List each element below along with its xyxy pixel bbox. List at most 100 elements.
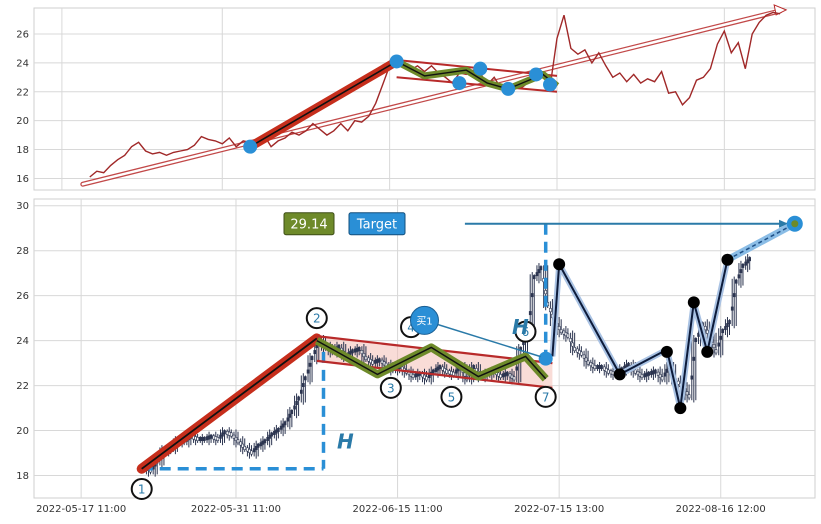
- top-pivot-marker: [501, 81, 516, 96]
- candle-body: [441, 366, 444, 371]
- candle-body: [645, 372, 648, 377]
- candle-body: [573, 347, 576, 352]
- candle-body: [286, 417, 290, 422]
- candle-body: [714, 349, 718, 354]
- candle-body: [243, 445, 247, 450]
- candle-body: [425, 376, 428, 381]
- candle-body: [423, 374, 426, 379]
- candle-body: [589, 362, 593, 367]
- candle-body: [353, 348, 357, 353]
- target-dot-center: [791, 220, 799, 228]
- candle-body: [221, 432, 224, 437]
- candle-body: [472, 365, 475, 370]
- bottom-y-tick-label: 30: [16, 201, 29, 212]
- candle-body: [566, 333, 570, 338]
- candle-body: [604, 368, 608, 373]
- buy-callout-label: 买1: [416, 315, 432, 327]
- bottom-trend-leg-core: [141, 337, 318, 470]
- candle-body: [539, 266, 543, 271]
- candle-body: [537, 269, 541, 274]
- candle-body: [414, 373, 418, 378]
- candle-body: [685, 391, 689, 396]
- candle-body: [697, 332, 700, 337]
- bottom-y-tick-label: 18: [16, 471, 29, 482]
- candle-body: [452, 371, 455, 376]
- x-tick-label: 2022-06-15 11:00: [353, 504, 443, 515]
- top-y-tick-label: 18: [16, 145, 29, 156]
- candle-body: [234, 437, 238, 441]
- candle-body: [304, 376, 307, 381]
- candle-body: [299, 389, 303, 394]
- candle-body: [227, 431, 231, 436]
- candle-body: [198, 437, 202, 441]
- top-trend-leg-core: [249, 60, 398, 148]
- candle-body: [252, 448, 256, 453]
- candle-body: [273, 431, 276, 435]
- top-pivot-marker: [389, 54, 404, 69]
- candle-body: [297, 396, 300, 401]
- bottom-y-tick-label: 28: [16, 246, 29, 257]
- candle-body: [216, 437, 220, 441]
- candle-body: [194, 436, 197, 441]
- candle-body: [741, 263, 745, 268]
- candle-body: [288, 413, 292, 418]
- candle-body: [382, 361, 386, 366]
- candle-body: [209, 434, 213, 439]
- candle-body: [705, 329, 709, 334]
- candle-body: [349, 350, 352, 355]
- candle-body: [746, 259, 749, 264]
- candle-body: [362, 353, 366, 358]
- candle-body: [528, 311, 532, 316]
- candle-body: [497, 372, 500, 377]
- candle-body: [450, 371, 453, 376]
- candle-body: [611, 371, 615, 376]
- bottom-pattern-zigzag-core: [316, 339, 547, 380]
- candle-body: [277, 428, 280, 432]
- candle-body: [355, 347, 359, 352]
- candle-body: [739, 269, 743, 274]
- candle-body: [306, 369, 310, 374]
- wave-pivot-dot: [660, 345, 673, 358]
- candle-body: [600, 365, 603, 370]
- candle-body: [431, 369, 435, 374]
- top-regression-arrow-fill: [81, 9, 782, 186]
- candle-body: [236, 439, 240, 444]
- candle-body: [602, 366, 606, 371]
- candle-body: [201, 437, 204, 441]
- candle-body: [308, 362, 312, 367]
- candle-body: [580, 351, 583, 356]
- breakout-dot: [538, 351, 553, 366]
- candle-body: [357, 347, 361, 352]
- top-price-line: [89, 11, 781, 178]
- wave-pivot-dot: [721, 253, 734, 266]
- candle-body: [371, 360, 374, 365]
- candle-body: [380, 359, 384, 364]
- height-label: H: [512, 315, 529, 339]
- candle-body: [219, 434, 222, 439]
- candle-body: [571, 342, 574, 347]
- pattern-point-label-circle: [440, 385, 463, 408]
- candle-body: [562, 330, 566, 335]
- candle-body: [598, 365, 601, 370]
- candle-body: [232, 434, 236, 439]
- pattern-point-label-circle: [130, 478, 153, 501]
- candle-body: [214, 436, 218, 441]
- candle-body: [719, 335, 723, 340]
- candle-body: [687, 394, 691, 399]
- candle-body: [609, 370, 613, 375]
- buy-callout-line: [424, 319, 541, 358]
- candle-body: [726, 323, 729, 328]
- candle-body: [737, 274, 741, 279]
- candle-body: [254, 445, 258, 450]
- candle-body: [337, 344, 341, 349]
- candle-body: [557, 326, 561, 331]
- candle-body: [290, 410, 294, 414]
- wave-pivot-dot: [553, 258, 566, 271]
- candle-body: [261, 440, 265, 445]
- candle-body: [721, 329, 725, 334]
- candle-body: [515, 366, 519, 371]
- candle-body: [569, 338, 572, 343]
- candle-body: [268, 434, 271, 439]
- x-tick-label: 2022-07-15 13:00: [514, 504, 604, 515]
